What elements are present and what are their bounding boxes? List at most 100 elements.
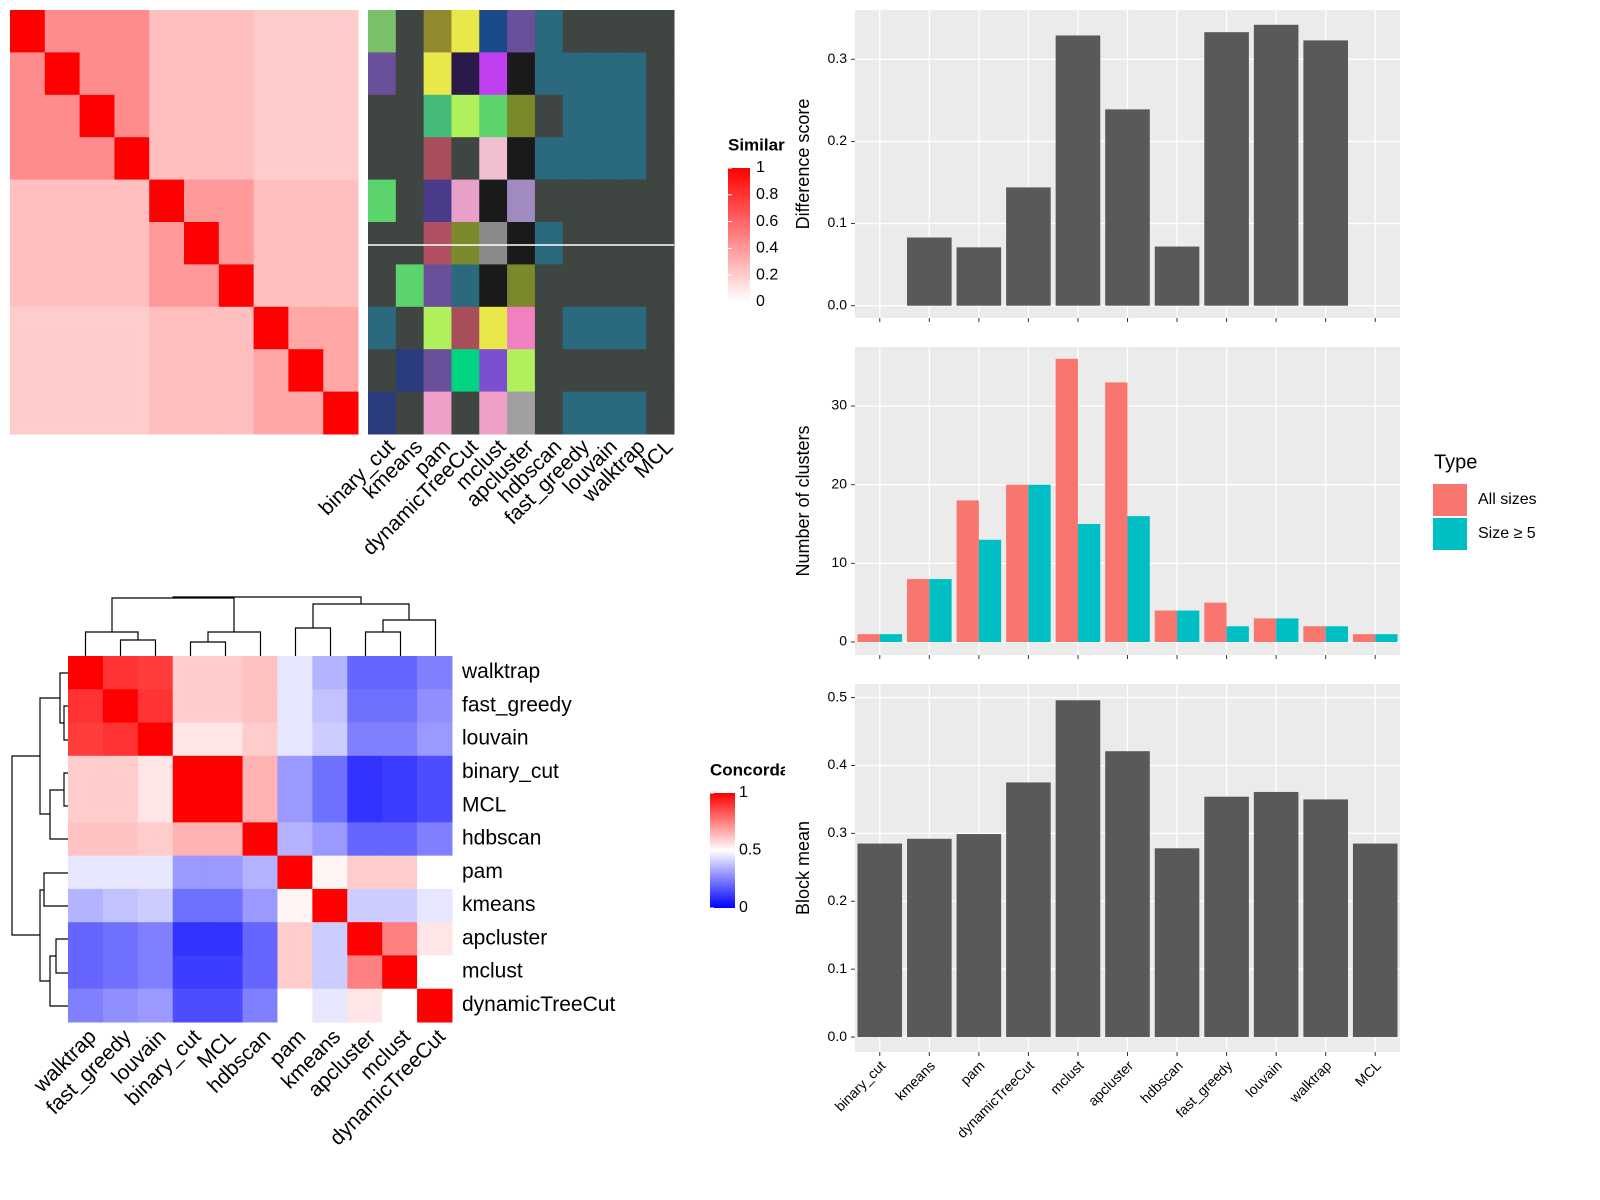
class-cell [423,10,452,53]
heatmap-cell [323,222,359,265]
heatmap-cell [242,855,278,890]
heatmap-cell [277,955,313,990]
bar [1105,109,1150,306]
class-cell [507,264,536,308]
heatmap-cell [207,988,244,1023]
heatmap-cell [114,137,150,181]
bar [857,843,903,1038]
class-cell [534,349,564,393]
class-cell [423,391,452,435]
class-cell [395,349,425,393]
bar [1028,484,1051,643]
heatmap-cell [207,789,244,823]
class-cell [590,179,619,223]
heatmap-cell [312,988,348,1023]
heatmap-cell [218,349,255,393]
class-cell [368,94,397,138]
heatmap-cell [44,179,81,223]
heatmap-cell [10,137,46,181]
bar [1055,358,1078,643]
heatmap-cell [149,306,185,350]
heatmap-cell [102,722,139,757]
heatmap-cell [44,222,81,265]
row-label: kmeans [462,893,536,916]
heatmap-cell [323,179,359,223]
class-cell [423,222,452,265]
class-cell [646,94,675,138]
heatmap-cell [347,888,383,923]
heatmap-cell [137,922,174,956]
bar [1352,634,1376,643]
heatmap-cell [207,955,244,990]
class-cell [618,222,647,265]
heatmap-cell [149,137,185,181]
heatmap-cell [172,988,209,1023]
heatmap-cell [44,306,81,350]
y-axis-title: Block mean [793,821,813,915]
heatmap-cell [79,264,115,308]
class-cell [451,264,480,308]
heatmap-cell [347,689,383,724]
heatmap-cell [172,755,209,790]
heatmap-cell [382,656,418,690]
class-cell [423,349,452,393]
class-cell [562,349,592,393]
y-axis-title: Difference score [793,99,813,230]
bar [1253,24,1299,306]
heatmap-cell [10,349,46,393]
heatmap-cell [114,10,150,53]
legend-tick-label: 0.6 [756,213,778,230]
x-tick-label: apcluster [1085,1057,1137,1109]
class-cell [479,264,508,308]
legend-key [1433,518,1467,550]
class-cell [534,306,564,350]
heatmap-cell [68,822,104,857]
y-tick-label: 0.2 [828,892,848,908]
bar [907,838,952,1038]
heatmap-cell [277,789,313,823]
heatmap-cell [218,264,255,308]
class-cell [395,137,425,181]
class-cell [451,349,480,393]
heatmap-cell [149,264,185,308]
heatmap-cell [10,179,46,223]
class-cell [562,222,592,265]
heatmap-cell [79,10,115,53]
legend-tick-label: 0 [739,899,748,916]
heatmap-cell [172,722,209,757]
heatmap-cell [184,264,220,308]
y-tick-label: 30 [831,397,847,413]
class-cell [507,137,536,181]
heatmap-cell [253,306,289,350]
heatmap-cell [253,349,289,393]
heatmap-cell [312,656,348,690]
bar [978,539,1002,643]
class-cell [618,349,647,393]
heatmap-cell [382,689,418,724]
heatmap-cell [277,822,313,857]
heatmap-cell [382,755,418,790]
legend-key [1433,484,1467,516]
legend-tick-label: 0 [756,293,765,310]
heatmap-cell [288,94,324,138]
class-cell [507,52,536,96]
bar [1154,610,1178,643]
heatmap-cell [68,656,104,690]
heatmap-cell [417,722,453,757]
bar [1303,40,1348,306]
class-cell [646,52,675,96]
class-cell [562,94,592,138]
class-cell [618,137,647,181]
heatmap-cell [253,264,289,308]
class-cell [534,264,564,308]
y-tick-label: 20 [831,475,847,491]
heatmap-cell [323,264,359,308]
heatmap-cell [114,222,150,265]
heatmap-cell [137,755,174,790]
legend: Concordance [710,760,785,779]
heatmap-cell [382,888,418,923]
heatmap-cell [312,755,348,790]
heatmap-cell [417,922,453,956]
class-cell [590,264,619,308]
bar [1055,35,1101,306]
